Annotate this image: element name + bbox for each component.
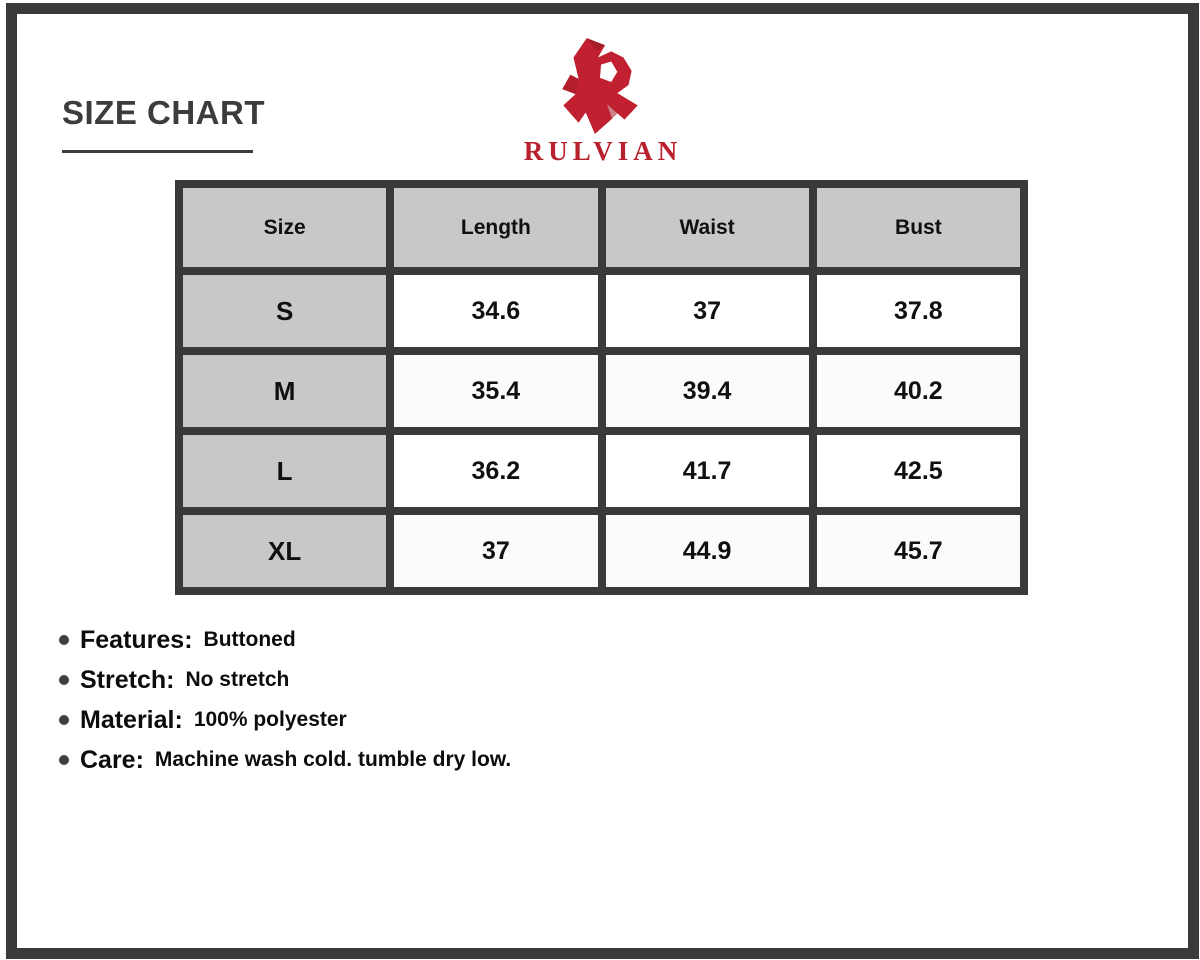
bust-cell: 42.5 bbox=[816, 435, 1020, 507]
spec-item-material: Material: 100% polyester bbox=[59, 700, 511, 740]
table-row-s: S 34.6 37 37.8 bbox=[183, 275, 1020, 347]
size-cell: S bbox=[183, 275, 387, 347]
length-cell: 35.4 bbox=[394, 355, 598, 427]
rulvian-logo-icon bbox=[562, 38, 638, 134]
bullet-icon bbox=[59, 755, 69, 765]
length-cell: 36.2 bbox=[394, 435, 598, 507]
bust-cell: 40.2 bbox=[816, 355, 1020, 427]
column-header-bust: Bust bbox=[816, 188, 1020, 267]
spec-item-features: Features: Buttoned bbox=[59, 620, 511, 660]
column-header-length: Length bbox=[394, 188, 598, 267]
spec-label: Care: bbox=[80, 745, 144, 774]
waist-cell: 39.4 bbox=[605, 355, 809, 427]
bullet-icon bbox=[59, 635, 69, 645]
spec-label: Stretch: bbox=[80, 665, 175, 694]
length-cell: 37 bbox=[394, 515, 598, 587]
spec-value: Buttoned bbox=[203, 628, 296, 651]
spec-item-stretch: Stretch: No stretch bbox=[59, 660, 511, 700]
length-cell: 34.6 bbox=[394, 275, 598, 347]
table-row-l: L 36.2 41.7 42.5 bbox=[183, 435, 1020, 507]
table-row-xl: XL 37 44.9 45.7 bbox=[183, 515, 1020, 587]
brand-name: RULVIAN bbox=[523, 136, 683, 166]
brand-block: RULVIAN bbox=[0, 34, 1200, 167]
title-underline bbox=[62, 150, 253, 153]
column-header-size: Size bbox=[183, 188, 387, 267]
size-cell: M bbox=[183, 355, 387, 427]
size-cell: XL bbox=[183, 515, 387, 587]
size-cell: L bbox=[183, 435, 387, 507]
bullet-icon bbox=[59, 675, 69, 685]
spec-label: Material: bbox=[80, 705, 183, 734]
waist-cell: 37 bbox=[605, 275, 809, 347]
bullet-icon bbox=[59, 715, 69, 725]
page-title: SIZE CHART bbox=[62, 94, 265, 131]
waist-cell: 44.9 bbox=[605, 515, 809, 587]
bust-cell: 45.7 bbox=[816, 515, 1020, 587]
spec-value: Machine wash cold. tumble dry low. bbox=[154, 748, 512, 771]
bust-cell: 37.8 bbox=[816, 275, 1020, 347]
table-row-m: M 35.4 39.4 40.2 bbox=[183, 355, 1020, 427]
spec-label: Features: bbox=[80, 625, 193, 654]
table-header-row: Size Length Waist Bust bbox=[183, 188, 1020, 267]
size-table: Size Length Waist Bust S 34.6 37 37.8 M … bbox=[175, 180, 1028, 595]
spec-value: 100% polyester bbox=[193, 708, 347, 731]
spec-value: No stretch bbox=[185, 668, 290, 691]
waist-cell: 41.7 bbox=[605, 435, 809, 507]
column-header-waist: Waist bbox=[605, 188, 809, 267]
product-specs-list: Features: Buttoned Stretch: No stretch M… bbox=[59, 620, 511, 780]
spec-item-care: Care: Machine wash cold. tumble dry low. bbox=[59, 740, 511, 780]
